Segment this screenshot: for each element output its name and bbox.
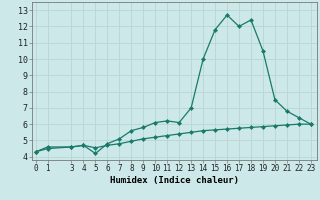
- X-axis label: Humidex (Indice chaleur): Humidex (Indice chaleur): [110, 176, 239, 185]
